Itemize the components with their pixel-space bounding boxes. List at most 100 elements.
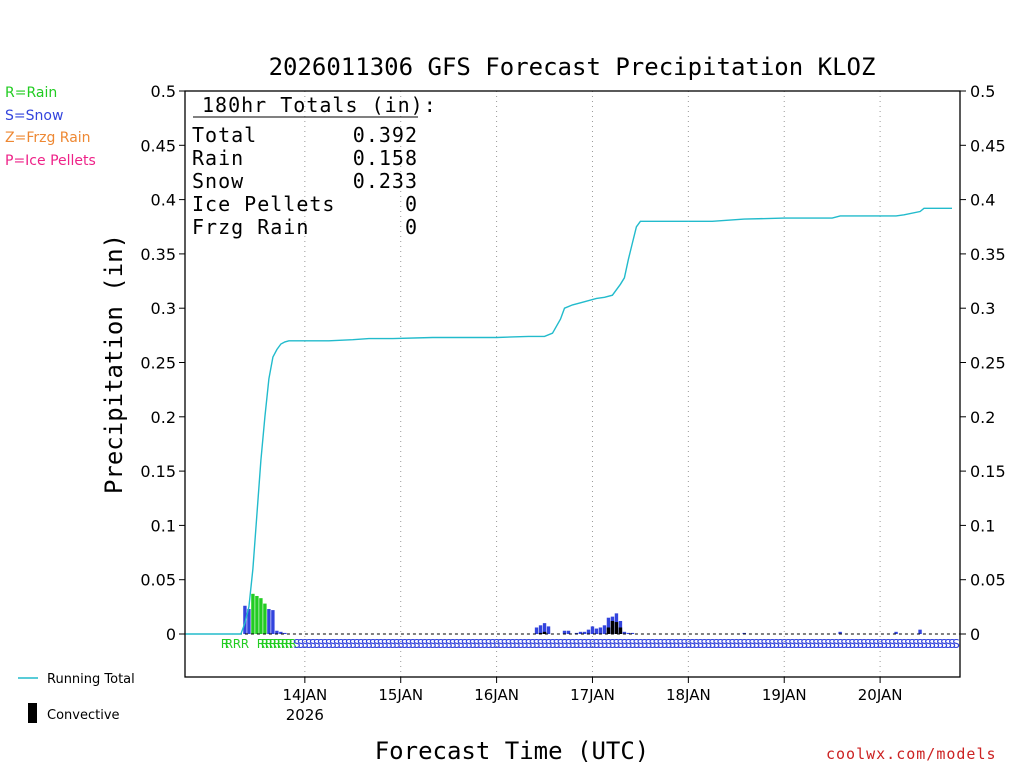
ptype-letter: S (461, 637, 469, 651)
y-tick-label-left: 0.45 (140, 136, 176, 155)
ptype-letter: S (936, 637, 944, 651)
ptype-letter: S (321, 637, 329, 651)
ptype-letter: S (501, 637, 509, 651)
ptype-letter: S (940, 637, 948, 651)
ptype-row: RR R R RRRRRRRRRSSSSSSSSSSSSSSSSSSSSSSSSSSS… (221, 637, 960, 651)
ptype-letter: S (557, 637, 565, 651)
precip-bar (259, 598, 263, 634)
ptype-letter: S (341, 637, 349, 651)
ptype-letter: S (385, 637, 393, 651)
convective-legend-label: Convective (47, 708, 120, 723)
ptype-letter: S (305, 637, 313, 651)
precip-bar (255, 595, 259, 634)
ptype-legend-item: R=Rain (5, 85, 58, 101)
ptype-letter: S (880, 637, 888, 651)
ptype-letter: S (405, 637, 413, 651)
ptype-letter: S (433, 637, 441, 651)
ptype-letter: S (768, 637, 776, 651)
ptype-letter: S (720, 637, 728, 651)
ptype-letter: S (928, 637, 936, 651)
chart-title: 2026011306 GFS Forecast Precipitation KL… (269, 53, 876, 81)
ptype-legend-item: Z=Frzg Rain (5, 130, 91, 146)
ptype-letter: S (353, 637, 361, 651)
totals-row-value: 0 (405, 192, 418, 216)
ptype-letter: S (593, 637, 601, 651)
ptype-letter: S (293, 637, 301, 651)
ptype-letter: S (585, 637, 593, 651)
totals-header: 180hr Totals (in): (202, 93, 437, 117)
ptype-letter: S (605, 637, 613, 651)
ptype-letter: S (760, 637, 768, 651)
ptype-letter: S (561, 637, 569, 651)
ptype-letter: S (756, 637, 764, 651)
ptype-letter: S (477, 637, 485, 651)
precip-bar (590, 626, 595, 634)
totals-row-value: 0 (405, 215, 418, 239)
ptype-letter: S (657, 637, 665, 651)
precip-bar (598, 627, 603, 634)
ptype-letter: S (689, 637, 697, 651)
precip-bar (247, 609, 251, 634)
ptype-letter: S (417, 637, 425, 651)
totals-row-label: Frzg Rain (192, 215, 309, 239)
ptype-letter: S (369, 637, 377, 651)
ptype-letter: S (521, 637, 529, 651)
precip-bar (263, 603, 267, 634)
y-tick-label-right: 0.15 (970, 462, 1006, 481)
ptype-letter: S (716, 637, 724, 651)
ptype-letter: S (916, 637, 924, 651)
ptype-letter: S (421, 637, 429, 651)
ptype-letter: S (736, 637, 744, 651)
ptype-letter: S (469, 637, 477, 651)
running-total-legend-label: Running Total (47, 672, 135, 687)
ptype-letter: S (549, 637, 557, 651)
ptype-letter: S (609, 637, 617, 651)
ptype-letter: S (569, 637, 577, 651)
ptype-letter: S (485, 637, 493, 651)
totals-row-label: Ice Pellets (192, 192, 335, 216)
ptype-legend-item: P=Ice Pellets (5, 152, 96, 169)
ptype-letter: S (313, 637, 321, 651)
ptype-letter: S (505, 637, 513, 651)
ptype-letter: S (705, 637, 713, 651)
ptype-letter: S (860, 637, 868, 651)
ptype-letter: S (649, 637, 657, 651)
ptype-letter: S (732, 637, 740, 651)
ptype-letter: S (673, 637, 681, 651)
totals-box: 180hr Totals (in): Total 0.392 Rain 0.158 Sno… (192, 93, 437, 239)
ptype-letter: S (776, 637, 784, 651)
precip-bar (542, 623, 547, 634)
ptype-letter: S (409, 637, 417, 651)
totals-row-label: Total (192, 123, 257, 147)
ptype-letter: S (537, 637, 545, 651)
precip-bar (742, 632, 746, 634)
y-tick-label-left: 0.25 (140, 354, 176, 373)
ptype-letter: S (325, 637, 333, 651)
ptype-letter: S (489, 637, 497, 651)
ptype-letter: S (892, 637, 900, 651)
precip-bar (251, 593, 255, 634)
totals-row-label: Rain (192, 146, 244, 170)
convective-bar (610, 620, 615, 634)
precip-bar (562, 630, 567, 634)
y-tick-label-right: 0.05 (970, 571, 1006, 590)
ptype-letter: S (621, 637, 629, 651)
totals-row-value: 0.392 (353, 123, 418, 147)
ptype-letter: S (597, 637, 605, 651)
ptype-letter: S (633, 637, 641, 651)
x-axis-label: Forecast Time (UTC) (375, 737, 650, 765)
ptype-letter: R (241, 637, 249, 651)
ptype-letter: S (693, 637, 701, 651)
ptype-letter: S (541, 637, 549, 651)
ptype-letter: S (357, 637, 365, 651)
ptype-letter: S (333, 637, 341, 651)
ptype-letter: S (553, 637, 561, 651)
ptype-letter: S (728, 637, 736, 651)
ptype-letter: S (349, 637, 357, 651)
ptype-letter: S (681, 637, 689, 651)
ptype-letter: S (828, 637, 836, 651)
ptype-letter: S (697, 637, 705, 651)
ptype-letter: S (345, 637, 353, 651)
totals-row-value: 0.233 (353, 169, 418, 193)
ptype-letter: S (804, 637, 812, 651)
